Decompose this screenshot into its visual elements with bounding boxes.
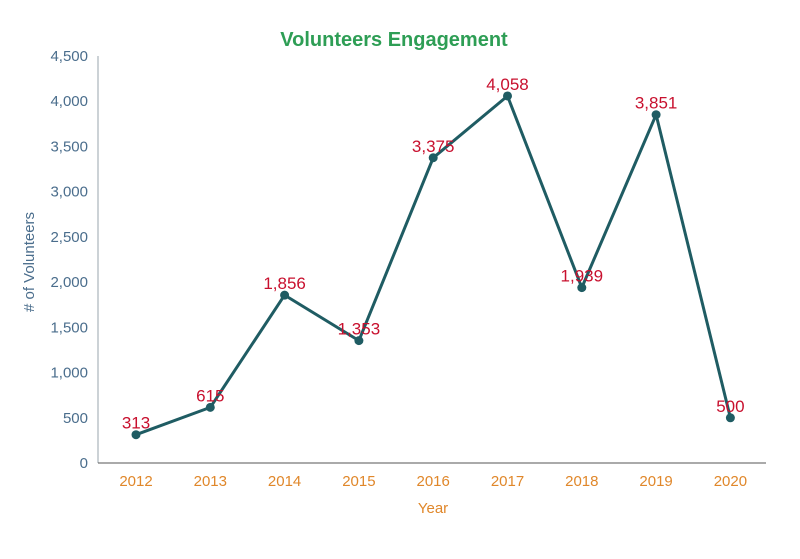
y-tick-label: 4,500 (50, 48, 88, 65)
data-labels: 313 615 1,856 1,353 3,375 4,058 1,939 3,851 500 (122, 75, 745, 433)
data-points (131, 91, 735, 440)
x-tick-label: 2017 (491, 473, 524, 490)
data-label: 615 (196, 386, 224, 405)
data-label: 3,851 (635, 94, 678, 113)
x-tick-label: 2018 (565, 473, 598, 490)
x-tick-label: 2014 (268, 473, 301, 490)
data-point (354, 336, 364, 346)
data-label: 3,375 (412, 137, 455, 156)
y-tick-labels: 0 500 1,000 1,500 2,000 2,500 3,000 3,500 4,000 4… (50, 48, 88, 472)
y-tick-label: 1,500 (50, 319, 88, 336)
x-axis-label: Year (418, 500, 448, 517)
data-point (651, 110, 661, 120)
data-point (280, 290, 290, 300)
data-point (725, 413, 735, 423)
data-label: 1,939 (561, 267, 604, 286)
y-tick-label: 2,500 (50, 229, 88, 246)
data-label: 1,856 (263, 274, 306, 293)
data-point (503, 91, 512, 101)
y-tick-label: 0 (80, 455, 88, 472)
data-label: 4,058 (486, 75, 529, 94)
x-tick-label: 2016 (417, 473, 450, 490)
y-tick-label: 500 (63, 410, 88, 427)
data-point (131, 430, 141, 440)
y-axis-label: # of Volunteers (21, 212, 38, 312)
x-tick-label: 2015 (342, 473, 375, 490)
y-tick-label: 3,000 (50, 184, 88, 201)
y-tick-label: 1,000 (50, 365, 88, 382)
y-tick-label: 4,000 (50, 93, 88, 110)
x-tick-label: 2013 (194, 473, 227, 490)
x-tick-label: 2020 (714, 473, 747, 490)
data-label: 313 (122, 414, 150, 433)
y-tick-label: 2,000 (50, 274, 88, 291)
x-tick-labels: 2012 2013 2014 2015 2016 2017 2018 2019 2020 (119, 473, 747, 490)
x-tick-label: 2019 (639, 473, 672, 490)
data-point (428, 153, 438, 163)
x-tick-label: 2012 (119, 473, 152, 490)
data-point (205, 402, 215, 412)
y-tick-label: 3,500 (50, 138, 88, 155)
data-point (577, 283, 587, 293)
data-label: 500 (716, 397, 744, 416)
chart-title: Volunteers Engagement (280, 29, 508, 51)
data-label: 1,353 (338, 320, 381, 339)
